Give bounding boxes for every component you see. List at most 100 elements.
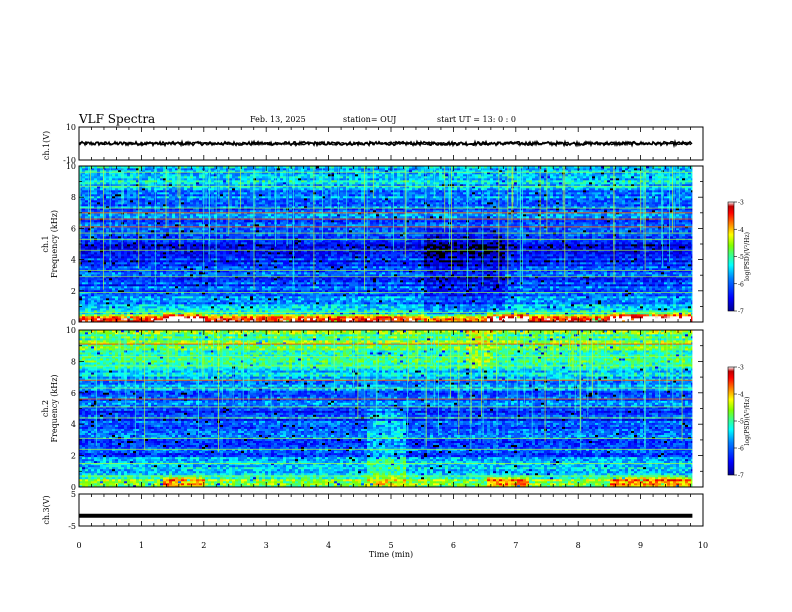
ch1-spec-cell <box>409 280 413 283</box>
ch1-spec-cell <box>493 320 497 323</box>
ch1-spec-cell <box>685 286 689 289</box>
ch1-spec-cell <box>643 316 647 319</box>
ch1-spec-cell <box>505 282 509 285</box>
ch1-spec-cell <box>385 298 389 301</box>
ch1-spec-cell <box>175 294 179 297</box>
ch1-spec-cell <box>496 278 500 281</box>
ch1-spec-cell <box>415 312 419 315</box>
ch1-spec-cell <box>157 308 161 311</box>
ch1-spec-cell <box>580 308 584 311</box>
ch1-spec-cell <box>187 312 191 315</box>
ch1-spec-cell <box>106 304 110 307</box>
ch1-spec-cell <box>187 298 191 301</box>
ch1-spec-cell <box>124 302 128 305</box>
ch1-spec-cell <box>232 314 236 317</box>
ch1-spec-cell <box>538 274 542 277</box>
ch1-spec-cell <box>331 298 335 301</box>
ch1-spec-cell <box>241 290 245 293</box>
ch1-spec-cell <box>562 274 566 277</box>
ch1-spec-cell <box>682 316 686 319</box>
ch1-spec-cell <box>337 280 341 283</box>
ch1-spec-cell <box>637 312 641 315</box>
ch1-spec-cell <box>472 300 476 303</box>
ch1-spec-cell <box>175 274 179 277</box>
ch1-spec-cell <box>571 310 575 313</box>
ch1-spec-cell <box>217 274 221 277</box>
ch1-spec-cell <box>190 306 194 309</box>
ch1-spec-cell <box>598 286 602 289</box>
ch1-spec-cell <box>676 308 680 311</box>
ch1-spec-cell <box>589 282 593 285</box>
ch1-spec-cell <box>379 308 383 311</box>
ch1-spec-cell <box>682 280 686 283</box>
ch1-spec-cell <box>202 302 206 305</box>
ch1-spec-cell <box>484 284 488 287</box>
ch1-spec-cell <box>544 304 548 307</box>
ch1-spec-cell <box>472 304 476 307</box>
ch1-spec-cell <box>169 302 173 305</box>
ch1-spec-cell <box>538 308 542 311</box>
ch1-spec-cell <box>361 312 365 315</box>
ch1-spec-cell <box>187 310 191 313</box>
ch1-spec-cell <box>421 280 425 283</box>
ch1-spec-cell <box>241 286 245 289</box>
ch1-spec-cell <box>643 282 647 285</box>
ch1-spec-cell <box>640 308 644 311</box>
ch1-spec-cell <box>496 318 500 321</box>
ch1-spec-cell <box>499 286 503 289</box>
ch1-spec-cell <box>349 274 353 277</box>
ch1-spec-cell <box>193 290 197 293</box>
ch1-spec-cell <box>634 292 638 295</box>
ch1-spec-cell <box>436 318 440 321</box>
ch1-spec-cell <box>673 290 677 293</box>
ch1-spec-cell <box>595 300 599 303</box>
ch1-spec-cell <box>430 280 434 283</box>
ch1-spec-cell <box>640 288 644 291</box>
ch1-spec-cell <box>484 300 488 303</box>
ch1-spec-cell <box>349 312 353 315</box>
ch1-spec-cell <box>91 290 95 293</box>
ch1-spec-cell <box>670 294 674 297</box>
ch1-trace <box>78 141 692 146</box>
ch1-spec-cell <box>655 304 659 307</box>
ch1-spec-cell <box>661 290 665 293</box>
ch1-spec-cell <box>85 298 89 301</box>
ch1-spec-cell <box>406 284 410 287</box>
ch1-spec-cell <box>331 282 335 285</box>
ch1-spec-cell <box>295 302 299 305</box>
ch1-spec-cell <box>325 302 329 305</box>
ch1-spec-cell <box>289 314 293 317</box>
ch1-spec-cell <box>595 290 599 293</box>
ch1-spec-cell <box>499 296 503 299</box>
ch1-spec-cell <box>265 286 269 289</box>
ch1-spec-cell <box>538 290 542 293</box>
ch1-spec-cell <box>241 318 245 321</box>
ch1-spec-cell <box>520 308 524 311</box>
ch1-spec-cell <box>631 316 635 319</box>
ch1-spec-cell <box>268 320 272 323</box>
ch1-spec-cell <box>97 306 101 309</box>
ch1-spec-cell <box>406 292 410 295</box>
ch1-spec-cell <box>400 306 404 309</box>
ch1-spec-cell <box>184 286 188 289</box>
ch1-spec-cell <box>499 302 503 305</box>
ch1-spec-cell <box>172 288 176 291</box>
ch1-spec-cell <box>205 316 209 319</box>
ch1-spec-cell <box>580 298 584 301</box>
ch1-spec-cell <box>271 298 275 301</box>
ch1-spec-cell <box>484 306 488 309</box>
ch1-spec-cell <box>688 284 692 287</box>
ch1-spec-cell <box>394 280 398 283</box>
ch1-spec-cell <box>634 284 638 287</box>
ch1-spec-cell <box>556 288 560 291</box>
ch1-spec-cell <box>583 292 587 295</box>
ch1-spec-cell <box>586 306 590 309</box>
ch1-spec-cell <box>523 312 527 315</box>
ch1-spec-cell <box>649 318 653 321</box>
ch1-spec-cell <box>415 290 419 293</box>
ch1-spec-cell <box>460 314 464 317</box>
ch1-spec-cell <box>592 290 596 293</box>
ch1-spec-cell <box>604 316 608 319</box>
ch1-spec-cell <box>688 278 692 281</box>
ch1-spec-cell <box>664 284 668 287</box>
